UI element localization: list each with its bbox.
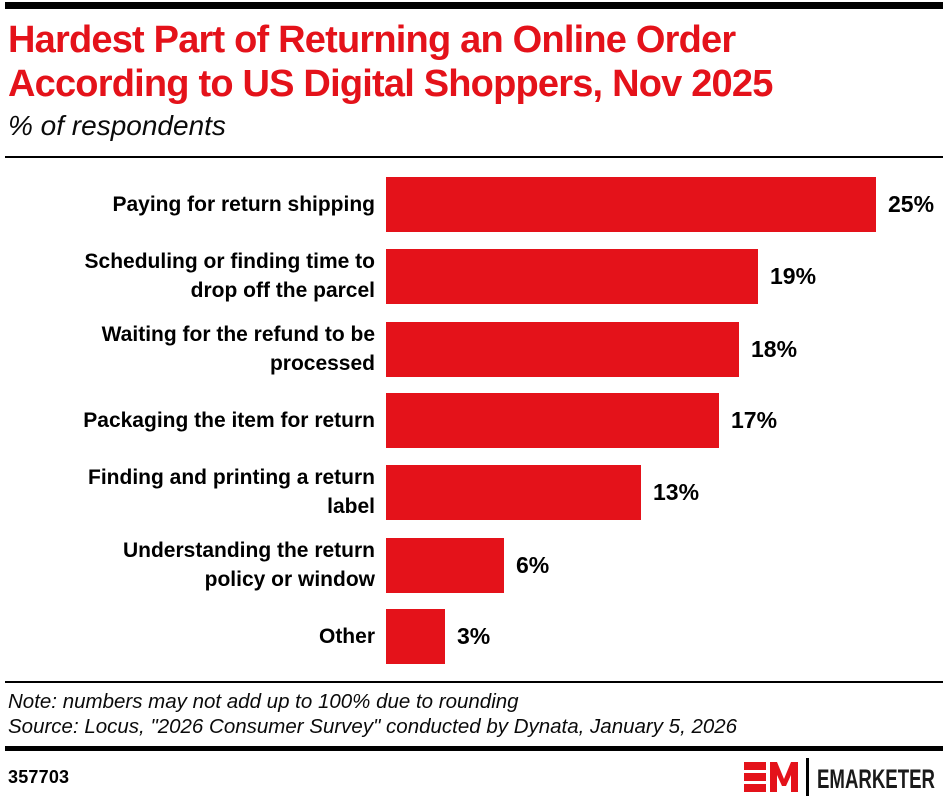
bar-row: Paying for return shipping 25% [8,177,940,232]
bar-value-label: 18% [751,335,798,362]
chart-header: Hardest Part of Returning an Online Orde… [0,9,948,143]
bar-category-label: Finding and printing a return label [88,466,375,518]
footer-bar: 357703 EMARKETER [0,756,948,798]
chart-title: Hardest Part of Returning an Online Orde… [8,19,773,105]
bar-category-label: Packaging the item for return [83,409,375,432]
notes-rule [5,681,943,683]
bar [386,609,445,664]
top-rule [5,2,943,9]
bar [386,321,739,377]
bar [386,248,758,304]
logo-divider [806,758,809,796]
source-text: Source: Locus, "2026 Consumer Survey" co… [8,715,738,738]
bar-row: Packaging the item for return 17% [8,393,940,448]
footer-rule [5,746,943,751]
chart-subtitle: % of respondents [8,110,226,141]
chart-id: 357703 [8,766,70,787]
bar-chart: Paying for return shipping 25% Schedulin… [0,177,948,664]
emarketer-wordmark: EMARKETER [817,764,935,794]
bar-value-label: 17% [731,407,778,433]
bar-category-label: Scheduling or finding time to drop off t… [84,250,375,302]
bar [386,177,876,232]
bar-value-label: 25% [888,191,935,217]
bar-row: Other 3% [8,609,940,664]
bar-category-label: Other [318,625,375,648]
bar-category-label: Understanding the return policy or windo… [122,539,375,591]
bar [386,393,719,448]
chart-notes: Note: numbers may not add up to 100% due… [0,683,948,739]
bar-category-label: Paying for return shipping [112,193,375,216]
bar-row: Finding and printing a return label 13% [8,463,940,521]
bar [386,464,641,520]
bar-row: Understanding the return policy or windo… [8,536,940,594]
bar [386,537,504,593]
bar-row: Waiting for the refund to be processed 1… [8,320,940,378]
bar-value-label: 19% [770,262,817,289]
bar-row: Scheduling or finding time to drop off t… [8,247,940,305]
note-text: Note: numbers may not add up to 100% due… [8,690,519,713]
bar-value-label: 3% [457,623,491,649]
header-rule [5,156,943,158]
bar-category-label: Waiting for the refund to be processed [101,323,375,375]
emarketer-logo-m-icon [770,762,798,792]
bar-value-label: 6% [516,551,550,578]
emarketer-logo: EMARKETER [740,756,940,798]
emarketer-logo-e-icon [744,762,766,792]
bar-value-label: 13% [653,478,700,505]
